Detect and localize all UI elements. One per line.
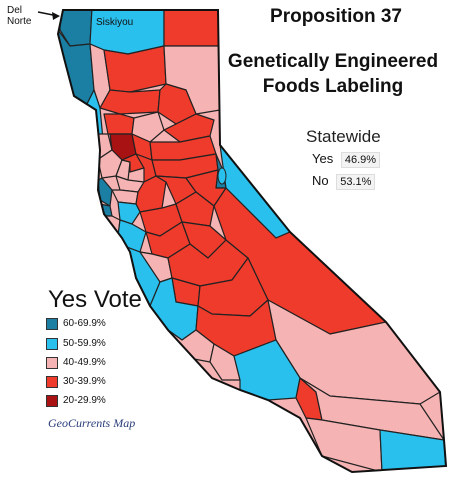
lake-tahoe	[217, 167, 227, 185]
legend-swatch	[46, 357, 58, 369]
legend-label: 60-69.9%	[63, 318, 106, 329]
legend-swatch	[46, 395, 58, 407]
legend-swatch	[46, 338, 58, 350]
county-los-angeles	[233, 339, 301, 401]
map-subtitle: Genetically Engineered Foods Labeling	[227, 51, 439, 97]
county-tehama	[99, 89, 161, 115]
state-outline	[56, 9, 448, 474]
legend-title: Yes Vote	[48, 286, 142, 313]
county-mariposa	[175, 191, 215, 227]
legend-swatch	[46, 318, 58, 330]
label-siskiyou: Siskiyou	[96, 17, 134, 28]
county-modoc	[163, 10, 221, 47]
map-title: Proposition 37	[270, 6, 402, 27]
legend-label: 20-29.9%	[63, 395, 106, 406]
statewide-yes-row: Yes 46.9%	[312, 151, 381, 168]
statewide-heading: Statewide	[306, 127, 381, 146]
map-credit: GeoCurrents Map	[48, 416, 136, 430]
del-norte-arrowhead-icon	[52, 12, 60, 20]
statewide-no-row: No 53.1%	[312, 173, 376, 190]
county-alameda	[117, 201, 141, 225]
legend-label: 30-39.9%	[63, 376, 106, 387]
statewide-yes-label: Yes	[312, 151, 334, 166]
county-siskiyou	[89, 10, 165, 55]
legend-label: 40-49.9%	[63, 357, 106, 368]
legend-swatch	[46, 376, 58, 388]
statewide-no-label: No	[312, 173, 329, 188]
label-del-norte: Del Norte	[7, 5, 31, 27]
statewide-no-value: 53.1%	[336, 174, 376, 190]
legend-label: 50-59.9%	[63, 338, 106, 349]
county-shasta	[103, 45, 167, 93]
statewide-yes-value: 46.9%	[340, 152, 381, 168]
county-imperial	[379, 429, 446, 472]
label-del-norte-line1: Del	[7, 5, 23, 16]
county-butte	[131, 111, 165, 143]
label-del-norte-line2: Norte	[7, 16, 32, 27]
county-glenn	[103, 113, 135, 135]
